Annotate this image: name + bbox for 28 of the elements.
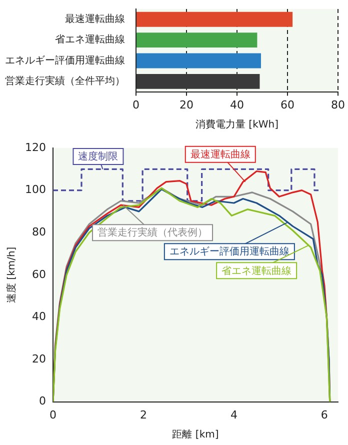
- y-tick-label: エネルギー評価用運転曲線: [5, 54, 125, 66]
- x-tick-label: 4: [230, 408, 238, 422]
- y-tick-label: 0: [38, 394, 46, 408]
- x-tick-label: 80: [331, 98, 345, 112]
- y-tick-label: 営業走行実績（全件平均）: [5, 75, 125, 88]
- x-axis-title: 消費電力量 [kWh]: [196, 118, 279, 131]
- series-label: エネルギー評価用運転曲線: [169, 246, 290, 258]
- y-tick-label: 100: [24, 183, 46, 196]
- x-axis-title: 距離 [km]: [172, 428, 219, 441]
- series-label: 最速運転曲線: [190, 148, 250, 160]
- y-tick-label: 省エネ運転曲線: [55, 34, 125, 46]
- series-label: 営業走行実績（代表例）: [98, 226, 208, 239]
- x-tick-label: 0: [49, 408, 56, 422]
- y-axis-title: 速度 [km/h]: [6, 246, 18, 304]
- y-tick-label: 120: [24, 140, 46, 154]
- x-tick-label: 20: [180, 98, 194, 112]
- x-tick-label: 6: [320, 408, 328, 422]
- text: 省エネ運転曲線: [222, 264, 292, 277]
- series-label: 速度制限: [78, 150, 118, 163]
- y-tick-label: 80: [32, 225, 46, 238]
- y-tick-label: 最速運転曲線: [65, 12, 125, 25]
- x-tick-label: 0: [132, 98, 140, 112]
- x-tick-label: 40: [230, 98, 244, 112]
- y-tick-label: 40: [32, 310, 46, 324]
- y-tick-label: 60: [32, 268, 46, 281]
- y-tick-label: 20: [32, 352, 46, 366]
- x-tick-label: 60: [280, 98, 294, 112]
- x-tick-label: 2: [140, 408, 147, 422]
